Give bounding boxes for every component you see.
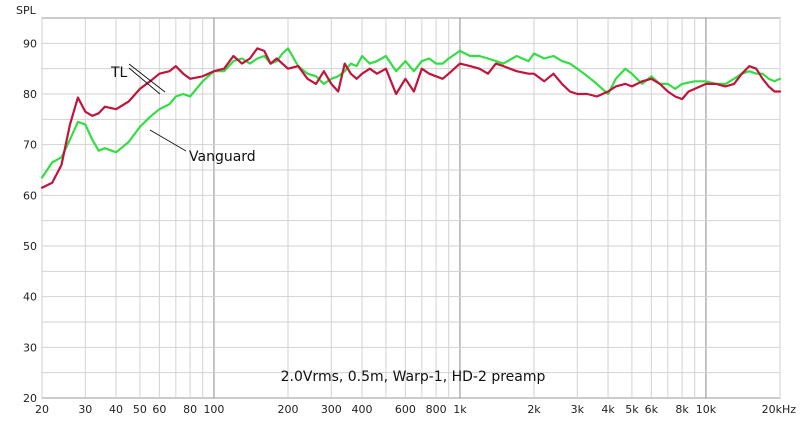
- x-tick-label: 30: [78, 403, 92, 416]
- x-tick-label: 100: [203, 403, 224, 416]
- x-tick-label: 1k: [453, 403, 467, 416]
- x-tick-label: 8k: [675, 403, 689, 416]
- grid: [41, 18, 781, 398]
- x-tick-label: 20kHz: [762, 403, 797, 416]
- y-tick-label: 60: [23, 189, 37, 202]
- y-tick-label: 70: [23, 139, 37, 152]
- x-tick-label: 40: [109, 403, 123, 416]
- series-label-tl: TL: [110, 65, 128, 81]
- x-tick-label: 600: [395, 403, 416, 416]
- y-tick-label: 30: [23, 341, 37, 354]
- y-tick-label: 20: [23, 392, 37, 405]
- y-tick-label: 90: [23, 37, 37, 50]
- tl-leader-line: [128, 67, 161, 95]
- x-tick-label: 5k: [625, 403, 639, 416]
- x-tick-label: 300: [321, 403, 342, 416]
- y-tick-label: 40: [23, 291, 37, 304]
- x-tick-label: 80: [183, 403, 197, 416]
- series-label-vanguard: Vanguard: [189, 149, 256, 165]
- series-labels: TL Vanguard: [110, 63, 256, 165]
- x-tick-label: 6k: [645, 403, 659, 416]
- x-tick-label: 200: [278, 403, 299, 416]
- x-tick-label: 800: [426, 403, 447, 416]
- y-tick-label: 50: [23, 240, 37, 253]
- chart-annotation: 2.0Vrms, 0.5m, Warp-1, HD-2 preamp: [281, 369, 546, 385]
- x-tick-label: 400: [352, 403, 373, 416]
- y-tick-label: 80: [23, 88, 37, 101]
- vanguard-leader-line: [149, 129, 187, 152]
- x-tick-label: 60: [152, 403, 166, 416]
- x-tick-label: 3k: [571, 403, 585, 416]
- x-tick-label: 10k: [696, 403, 717, 416]
- series: [40, 47, 782, 189]
- series-line-tl: [40, 47, 782, 189]
- plot-area: [41, 17, 781, 399]
- series-line-vanguard: [40, 47, 782, 179]
- y-axis-label: SPL: [16, 4, 37, 17]
- x-tick-label: 4k: [601, 403, 615, 416]
- ticks: 20 30 40 50 60 70 80 90 20 30 40 50 60 80 100 200 300 400…: [23, 37, 796, 416]
- tl-leader-line: [128, 63, 166, 93]
- x-tick-label: 20: [35, 403, 49, 416]
- x-tick-label: 50: [133, 403, 147, 416]
- x-tick-label: 2k: [527, 403, 541, 416]
